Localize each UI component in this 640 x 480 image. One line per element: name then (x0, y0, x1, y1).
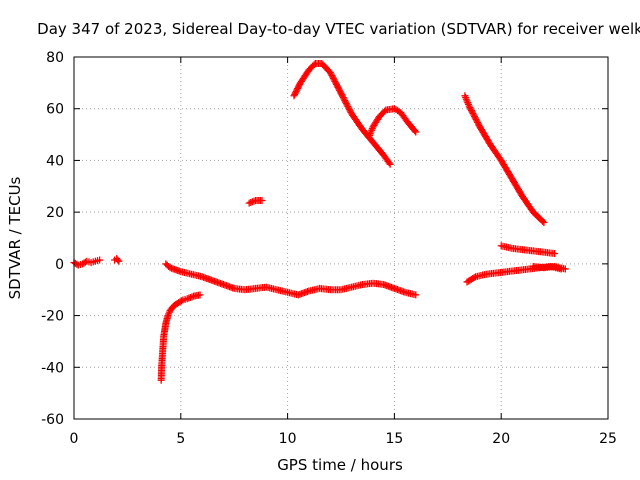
data-point (115, 257, 123, 265)
plot-border (73, 56, 609, 420)
data-point (539, 217, 547, 225)
x-tick-label: 10 (279, 431, 297, 447)
y-tick-label: -40 (41, 360, 64, 376)
data-point (411, 127, 419, 135)
y-axis-label: SDTVAR / TECUs (6, 176, 24, 299)
data-point (412, 291, 420, 299)
x-tick-label: 25 (599, 431, 617, 447)
y-tick-label: 60 (46, 102, 64, 118)
x-tick-label: 15 (385, 431, 403, 447)
data-point (470, 274, 478, 282)
data-point (386, 160, 394, 168)
data-point (540, 218, 548, 226)
x-tick-label: 5 (176, 431, 185, 447)
y-tick-label: -60 (41, 412, 64, 428)
y-tick-label: 40 (46, 153, 64, 169)
y-tick-label: -20 (41, 309, 64, 325)
data-point (412, 128, 420, 136)
data-point (96, 256, 104, 264)
data-point (385, 159, 393, 167)
y-tick-label: 80 (46, 50, 64, 66)
data-point (196, 291, 204, 299)
x-axis-label: GPS time / hours (277, 456, 403, 474)
data-points (70, 59, 569, 384)
x-tick-label: 0 (70, 431, 79, 447)
data-point (551, 250, 559, 258)
chart-title: Day 347 of 2023, Sidereal Day-to-day VTE… (37, 20, 640, 38)
y-tick-label: 20 (46, 205, 64, 221)
data-point (561, 265, 569, 273)
x-tick-label: 20 (492, 431, 510, 447)
data-point (258, 197, 266, 205)
data-point (178, 297, 186, 305)
data-point (381, 107, 389, 115)
y-tick-label: 0 (55, 257, 64, 273)
data-point (114, 256, 122, 264)
